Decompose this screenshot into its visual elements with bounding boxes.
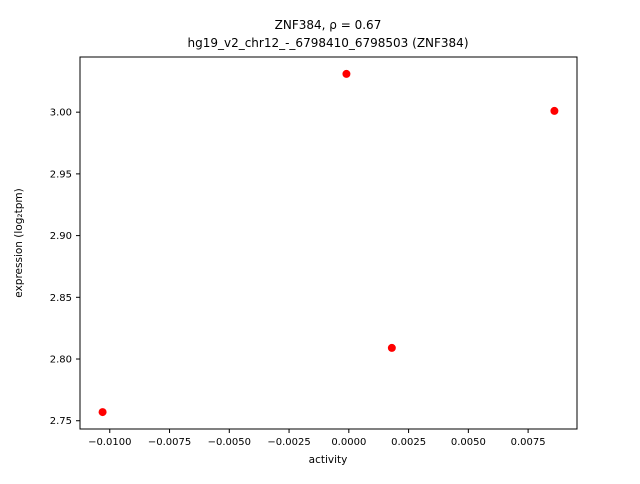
y-tick-label: 2.95 xyxy=(50,169,72,180)
x-tick-label: −0.0050 xyxy=(208,437,251,448)
data-point xyxy=(550,106,559,115)
x-tick-label: 0.0075 xyxy=(511,437,546,448)
y-tick-label: 2.75 xyxy=(50,416,72,427)
y-tick-label: 2.90 xyxy=(50,231,72,242)
data-point xyxy=(387,343,396,352)
y-tick-label: 2.85 xyxy=(50,293,72,304)
axes-layer: −0.0100 −0.0075 −0.0050 −0.0025 0.0000 0.0025… xyxy=(50,56,578,448)
x-tick-label: 0.0000 xyxy=(331,437,366,448)
axes-box xyxy=(79,56,578,430)
y-tick-label: 2.80 xyxy=(50,355,72,366)
chart-subtitle: hg19_v2_chr12_-_6798410_6798503 (ZNF384) xyxy=(187,36,468,50)
x-tick-label: −0.0100 xyxy=(88,437,131,448)
x-axis-label: activity xyxy=(309,454,348,466)
x-tick-label: 0.0050 xyxy=(451,437,486,448)
x-tick-label: −0.0075 xyxy=(148,437,191,448)
data-point xyxy=(342,69,351,78)
data-point xyxy=(98,408,107,417)
x-tick-label: −0.0025 xyxy=(267,437,310,448)
y-axis-label: expression (log₂tpm) xyxy=(13,188,25,297)
x-tick-label: 0.0025 xyxy=(391,437,426,448)
chart-title: ZNF384, ρ = 0.67 xyxy=(275,18,382,32)
y-tick-label: 3.00 xyxy=(50,108,72,119)
